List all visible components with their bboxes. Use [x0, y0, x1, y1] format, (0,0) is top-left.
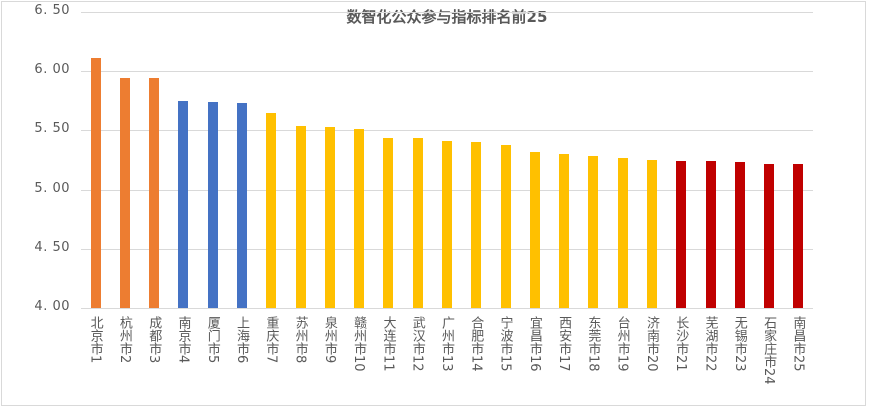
bar[interactable] — [412, 137, 423, 308]
gridline — [81, 71, 813, 73]
y-tick-label: 5. 00 — [34, 180, 70, 196]
bar[interactable] — [119, 78, 130, 308]
bar[interactable] — [442, 141, 452, 308]
plot-area — [81, 12, 813, 309]
x-tick-label: 芜湖市22 — [702, 316, 718, 372]
bar[interactable] — [500, 144, 511, 308]
x-tick-label: 济南市20 — [643, 316, 659, 372]
bar[interactable] — [207, 101, 218, 308]
x-tick-label: 成都市3 — [146, 316, 162, 364]
bar[interactable] — [149, 78, 160, 308]
bar[interactable] — [705, 161, 716, 308]
x-tick-label: 合肥市14 — [468, 316, 484, 372]
bar[interactable] — [646, 160, 657, 308]
bar[interactable] — [237, 103, 248, 308]
x-tick-label: 上海市6 — [234, 316, 250, 364]
x-tick-label: 大连市11 — [380, 316, 396, 372]
x-tick-label: 广州市13 — [439, 316, 454, 372]
y-tick-label: 6. 00 — [34, 62, 70, 78]
bar[interactable] — [178, 100, 189, 308]
x-tick-label: 厦门市5 — [204, 316, 220, 364]
x-tick-label: 北京市1 — [87, 316, 103, 364]
bar[interactable] — [324, 126, 335, 308]
x-tick-label: 宁波市15 — [497, 316, 513, 372]
y-tick-label: 5. 50 — [34, 121, 70, 137]
x-tick-label: 南京市4 — [175, 316, 191, 364]
gridline — [81, 130, 813, 132]
y-tick-label: 4. 00 — [34, 299, 70, 314]
bar[interactable] — [734, 162, 745, 308]
bar[interactable] — [559, 154, 570, 308]
bar[interactable] — [793, 163, 804, 308]
bar[interactable] — [295, 125, 306, 308]
x-tick-label: 南昌市25 — [790, 316, 806, 372]
bar[interactable] — [266, 112, 277, 308]
bar[interactable] — [354, 129, 365, 308]
x-tick-label: 重庆市7 — [263, 316, 279, 364]
bar[interactable] — [588, 156, 599, 308]
x-tick-label: 长沙市21 — [673, 316, 689, 372]
x-tick-label: 宜昌市16 — [526, 316, 542, 372]
x-tick-label: 西安市17 — [556, 316, 572, 372]
x-tick-label: 石家庄市24 — [761, 316, 777, 385]
x-tick-label: 泉州市9 — [321, 316, 337, 364]
bar[interactable] — [383, 137, 394, 308]
bar[interactable] — [529, 151, 540, 308]
x-tick-label: 东莞市18 — [585, 316, 601, 372]
y-tick-label: 4. 50 — [34, 239, 70, 255]
x-tick-label: 台州市19 — [614, 316, 630, 372]
x-tick-label: 无锡市23 — [731, 316, 747, 372]
bar[interactable] — [676, 161, 687, 308]
bar[interactable] — [764, 163, 775, 308]
bar[interactable] — [617, 157, 628, 308]
x-tick-label: 苏州市8 — [292, 316, 308, 364]
bar[interactable] — [471, 142, 482, 308]
gridline — [81, 12, 813, 13]
bar[interactable] — [90, 58, 101, 308]
x-tick-label: 杭州市2 — [116, 316, 132, 364]
y-tick-label: 6. 50 — [34, 3, 70, 18]
x-tick-label: 武汉市12 — [409, 316, 425, 372]
gridline — [81, 308, 813, 309]
x-tick-label: 赣州市10 — [351, 316, 367, 372]
